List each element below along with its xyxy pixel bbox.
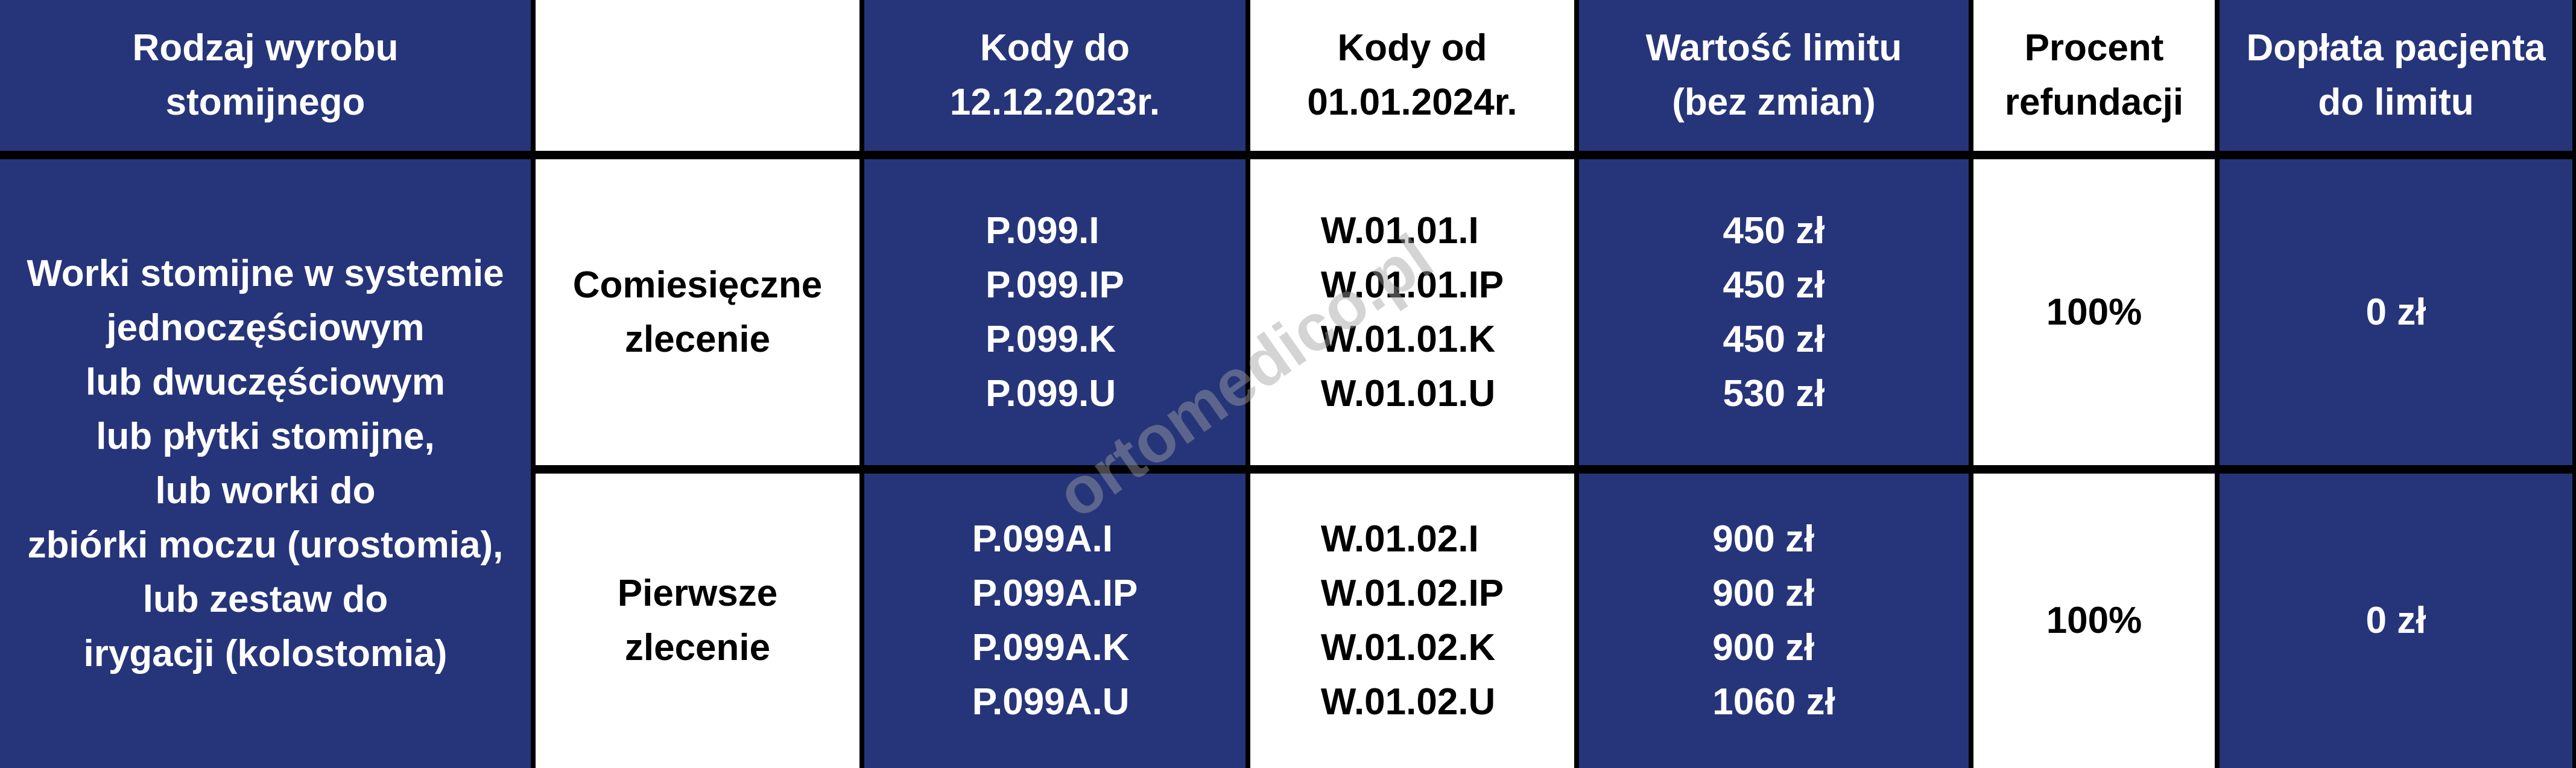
limit-value: 900 zł bbox=[1712, 518, 1815, 560]
code: W.01.01.I bbox=[1320, 209, 1479, 252]
limits-cell: 900 zł 900 zł 900 zł 1060 zł bbox=[1579, 474, 1969, 768]
code: P.099.K bbox=[986, 318, 1116, 360]
refund-percent: 100% bbox=[1973, 474, 2215, 768]
limit-value: 900 zł bbox=[1712, 573, 1815, 614]
limit-value: 450 zł bbox=[1723, 318, 1825, 360]
header-refund-percent: Procent refundacji bbox=[1973, 0, 2215, 151]
patient-copay: 0 zł bbox=[2220, 474, 2572, 768]
codes-until-cell: P.099A.I P.099A.IP P.099A.K P.099A.U bbox=[864, 474, 1245, 768]
code: W.01.02.K bbox=[1320, 627, 1496, 668]
code: W.01.01.IP bbox=[1320, 264, 1504, 306]
code: W.01.02.IP bbox=[1320, 573, 1504, 614]
code: W.01.01.U bbox=[1320, 372, 1496, 414]
limits-cell: 450 zł 450 zł 450 zł 530 zł bbox=[1579, 159, 1969, 465]
code: P.099A.IP bbox=[972, 573, 1138, 614]
code: W.01.02.U bbox=[1320, 681, 1496, 723]
code: W.01.01.K bbox=[1320, 318, 1496, 360]
limit-value: 900 zł bbox=[1712, 627, 1815, 668]
limit-value: 530 zł bbox=[1723, 372, 1825, 414]
limit-value: 450 zł bbox=[1723, 264, 1825, 306]
header-codes-until: Kody do 12.12.2023r. bbox=[864, 0, 1245, 151]
refund-percent: 100% bbox=[1973, 159, 2215, 465]
product-description: Worki stomijne w systemie jednoczęściowy… bbox=[0, 159, 531, 768]
code: P.099A.U bbox=[972, 681, 1130, 723]
limit-value: 450 zł bbox=[1723, 209, 1825, 252]
code: P.099.U bbox=[986, 372, 1116, 414]
code: W.01.02.I bbox=[1320, 518, 1479, 560]
code: P.099.IP bbox=[986, 264, 1124, 306]
order-type-monthly: Comiesięczne zlecenie bbox=[536, 159, 859, 465]
header-codes-from: Kody od 01.01.2024r. bbox=[1250, 0, 1574, 151]
limit-value: 1060 zł bbox=[1712, 681, 1835, 723]
header-order-type bbox=[536, 0, 859, 151]
codes-from-cell: W.01.01.I W.01.01.IP W.01.01.K W.01.01.U bbox=[1250, 159, 1574, 465]
order-type-first: Pierwsze zlecenie bbox=[536, 474, 859, 768]
code: P.099A.K bbox=[972, 627, 1130, 668]
patient-copay: 0 zł bbox=[2220, 159, 2572, 465]
code: P.099A.I bbox=[972, 518, 1113, 560]
codes-until-cell: P.099.I P.099.IP P.099.K P.099.U bbox=[864, 159, 1245, 465]
header-limit-value: Wartość limitu (bez zmian) bbox=[1579, 0, 1969, 151]
header-patient-copay: Dopłata pacjenta do limitu bbox=[2220, 0, 2572, 151]
code: P.099.I bbox=[986, 209, 1100, 252]
header-product-type: Rodzaj wyrobu stomijnego bbox=[0, 0, 531, 151]
codes-from-cell: W.01.02.I W.01.02.IP W.01.02.K W.01.02.U bbox=[1250, 474, 1574, 768]
